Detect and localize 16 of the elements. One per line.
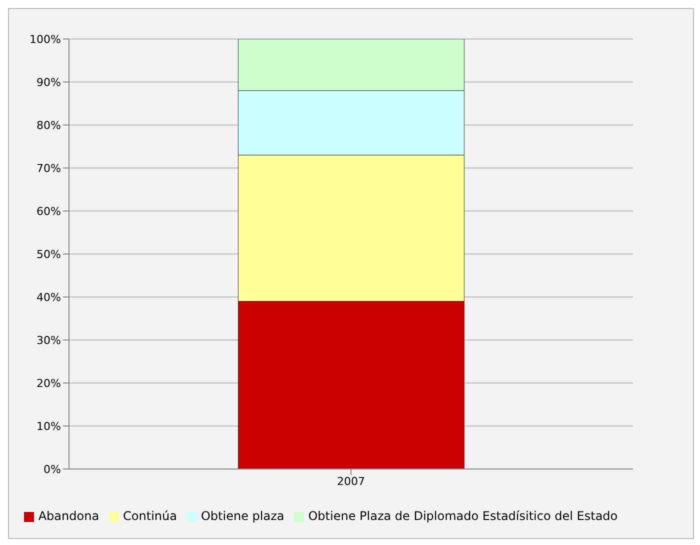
y-tick-label: 50% — [36, 248, 61, 261]
y-tick-label: 60% — [36, 204, 61, 218]
y-tick-label: 20% — [36, 376, 61, 390]
x-tick-label: 2007 — [337, 474, 365, 488]
legend-label: Continúa — [123, 509, 177, 523]
legend-label: Obtiene plaza — [200, 509, 284, 523]
y-tick-label: 0% — [44, 462, 61, 476]
y-tick-label: 40% — [36, 290, 61, 304]
y-tick-label: 70% — [36, 162, 61, 175]
y-tick-label: 30% — [36, 334, 61, 347]
y-tick-label: 10% — [36, 420, 61, 433]
y-tick-label: 80% — [36, 118, 61, 132]
y-tick-label: 90% — [36, 76, 61, 89]
y-tick-label: 100% — [30, 32, 61, 46]
legend-label: Abandona — [38, 509, 100, 523]
legend-label: Obtiene Plaza de Diplomado Estadísitico del Estado — [308, 509, 618, 523]
